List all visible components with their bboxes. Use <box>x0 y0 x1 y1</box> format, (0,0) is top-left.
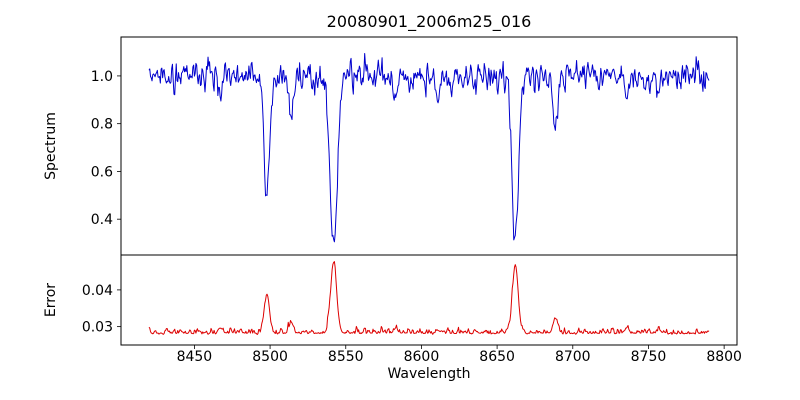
x-axis-label: Wavelength <box>387 366 471 382</box>
x-tick-label: 8450 <box>177 349 213 365</box>
spectrum-y-tick-label: 0.4 <box>91 212 113 228</box>
chart-title: 20080901_2006m25_016 <box>326 12 532 31</box>
spectrum-y-tick-label: 0.8 <box>91 117 113 133</box>
x-tick-label: 8750 <box>631 349 667 365</box>
spectrum-line <box>148 53 710 243</box>
x-tick-label: 8700 <box>555 349 591 365</box>
error-line <box>148 261 710 336</box>
x-tick-label: 8600 <box>404 349 440 365</box>
error-y-tick-label: 0.04 <box>82 283 113 299</box>
x-tick-label: 8550 <box>328 349 364 365</box>
error-panel-frame <box>120 254 738 346</box>
spectrum-y-tick-label: 1.0 <box>91 69 113 85</box>
spectrum-y-tick-label: 0.6 <box>91 164 113 180</box>
x-tick-label: 8650 <box>479 349 515 365</box>
x-tick-label: 8800 <box>706 349 742 365</box>
error-y-tick-label: 0.03 <box>82 320 113 336</box>
x-tick-label: 8500 <box>252 349 288 365</box>
spectrum-panel-frame <box>120 36 738 256</box>
